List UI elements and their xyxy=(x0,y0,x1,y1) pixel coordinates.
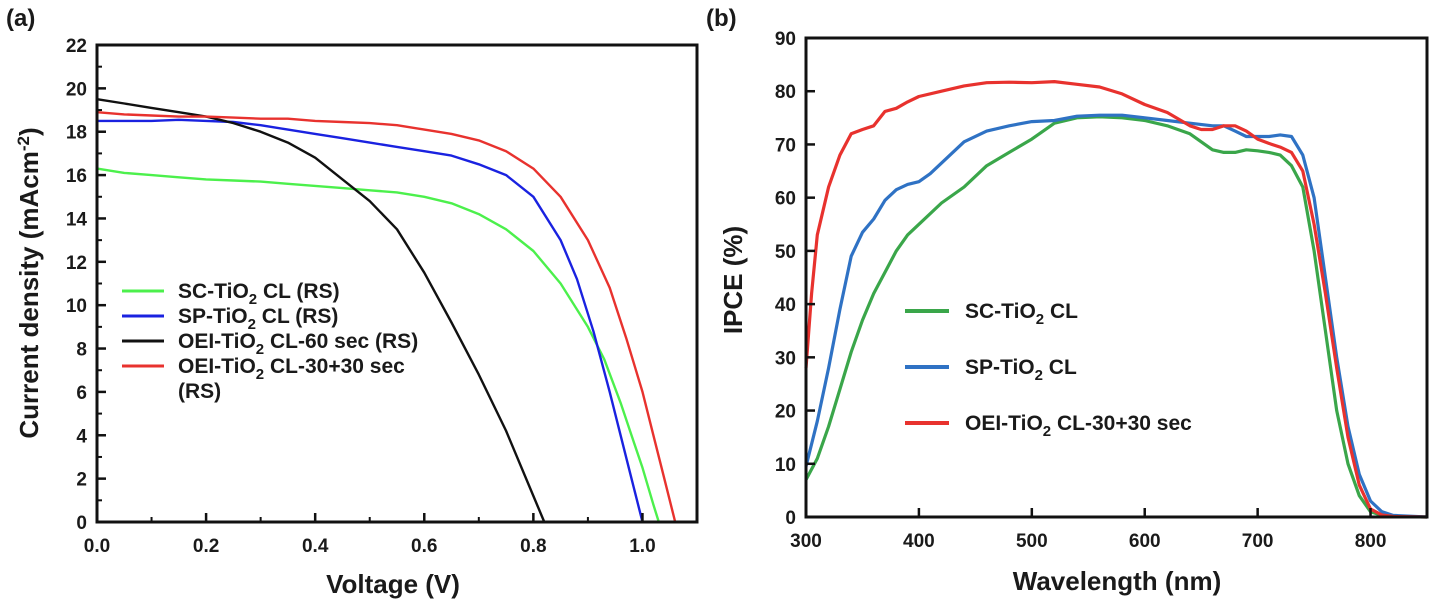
y-tick-label: 40 xyxy=(775,295,796,316)
legend-label-main: SP-TiO xyxy=(178,305,248,328)
legend-label: OEI-TiO2 CL-30+30 sec xyxy=(178,355,405,383)
panel-a-series-group xyxy=(96,98,677,523)
legend-label-subscript: 2 xyxy=(256,366,264,383)
legend-item-2: SP-TiO2 CL xyxy=(905,356,1077,384)
legend-item-3: OEI-TiO2 CL-30+30 sec xyxy=(905,412,1192,440)
legend-label-subscript: 2 xyxy=(1043,423,1051,440)
panel-a-x-axis-title: Voltage (V) xyxy=(326,569,460,599)
y-tick-label: 70 xyxy=(775,135,796,156)
y-tick-label: 14 xyxy=(66,209,88,230)
legend-label: SC-TiO2 CL (RS) xyxy=(178,280,340,308)
y-tick-label: 10 xyxy=(775,455,796,476)
x-tick-label: 0.2 xyxy=(193,536,219,557)
legend-label-rest: CL (RS) xyxy=(256,305,338,328)
legend-label-continued: (RS) xyxy=(178,380,221,403)
panel-a-label: (a) xyxy=(6,5,35,32)
legend-label-subscript: 2 xyxy=(1036,311,1044,328)
legend-label-rest: CL (RS) xyxy=(257,280,339,303)
y-tick-label: 8 xyxy=(76,340,87,361)
series-line-4 xyxy=(96,111,677,523)
y-tick-label: 22 xyxy=(66,36,87,57)
legend-label-rest: CL-30+30 sec xyxy=(264,355,405,378)
legend-item-4: OEI-TiO2 CL-30+30 sec(RS) xyxy=(122,355,405,403)
legend-label: SC-TiO2 CL xyxy=(965,300,1078,328)
legend-label-rest: CL xyxy=(1044,300,1078,323)
x-tick-label: 500 xyxy=(1016,531,1048,552)
panel-b-series-group xyxy=(804,79,1428,519)
x-tick-label: 300 xyxy=(790,531,822,552)
legend-label-subscript: 2 xyxy=(1035,367,1043,384)
y-title-main: Current density (mAcm xyxy=(14,151,44,439)
legend-item-1: SC-TiO2 CL (RS) xyxy=(122,280,340,308)
panel-b-x-axis-title: Wavelength (nm) xyxy=(1013,566,1221,596)
x-tick-label: 0.0 xyxy=(84,536,110,557)
panel-b-y-ticks: 0 10 20 30 40 50 60 70 80 90 xyxy=(775,29,815,529)
panel-b-y-axis-title: IPCE (%) xyxy=(718,226,748,334)
y-tick-label: 0 xyxy=(76,513,87,534)
panel-a-y-ticks: 0 2 4 6 8 10 12 14 16 18 20 22 xyxy=(66,36,106,534)
legend-item-3: OEI-TiO2 CL-60 sec (RS) xyxy=(122,330,418,358)
x-tick-label: 700 xyxy=(1242,531,1274,552)
x-tick-label: 0.8 xyxy=(520,536,546,557)
y-tick-label: 4 xyxy=(76,426,87,447)
y-tick-label: 60 xyxy=(775,189,796,210)
legend-item-2: SP-TiO2 CL (RS) xyxy=(122,305,338,333)
y-tick-label: 10 xyxy=(66,296,87,317)
y-tick-label: 12 xyxy=(66,253,87,274)
panel-a-legend: SC-TiO2 CL (RS)SP-TiO2 CL (RS)OEI-TiO2 C… xyxy=(122,280,418,403)
y-tick-label: 6 xyxy=(76,383,87,404)
legend-label-main: SP-TiO xyxy=(965,356,1035,379)
panel-a-jv-curves: (a) 0.0 0.2 0.4 0.6 0.8 1.0 02468101214161820… xyxy=(6,5,699,599)
y-title-superscript: -2 xyxy=(14,136,33,151)
legend-label-main: SC-TiO xyxy=(178,280,249,303)
legend-label: SP-TiO2 CL (RS) xyxy=(178,305,338,333)
series-line-1 xyxy=(804,115,1428,519)
x-tick-label: 400 xyxy=(903,531,935,552)
legend-label-rest: CL-30+30 sec xyxy=(1051,412,1192,435)
panel-b-x-ticks: 300 400 500 600 700 800 xyxy=(790,508,1386,552)
series-line-3 xyxy=(804,79,1428,519)
panel-b-ipce-spectra: (b) 300 400 500 600 700 800 0 10 20 30 40 50 60 70 80… xyxy=(706,5,1429,596)
x-tick-label: 800 xyxy=(1355,531,1387,552)
legend-label-main: SC-TiO xyxy=(965,300,1036,323)
legend-label: SP-TiO2 CL xyxy=(965,356,1077,384)
x-tick-label: 0.6 xyxy=(411,536,437,557)
legend-label: OEI-TiO2 CL-30+30 sec xyxy=(965,412,1192,440)
y-tick-label: 2 xyxy=(76,470,87,491)
legend-item-1: SC-TiO2 CL xyxy=(905,300,1078,328)
y-tick-label: 16 xyxy=(66,166,87,187)
panel-a-y-axis-title: Current density (mAcm-2) xyxy=(14,127,45,438)
y-tick-label: 50 xyxy=(775,242,796,263)
series-line-2 xyxy=(804,113,1428,519)
legend-label-main: OEI-TiO xyxy=(178,330,256,353)
y-tick-label: 0 xyxy=(785,508,796,529)
x-tick-label: 1.0 xyxy=(629,536,655,557)
legend-label-subscript: 2 xyxy=(256,341,264,358)
y-tick-label: 90 xyxy=(775,29,796,50)
y-tick-label: 18 xyxy=(66,123,87,144)
y-tick-label: 30 xyxy=(775,348,796,369)
y-tick-label: 80 xyxy=(775,82,796,103)
legend-label-rest: CL-60 sec (RS) xyxy=(264,330,418,353)
x-tick-label: 600 xyxy=(1129,531,1161,552)
legend-label-rest: CL xyxy=(1043,356,1077,379)
panel-a-x-ticks: 0.0 0.2 0.4 0.6 0.8 1.0 xyxy=(84,513,656,557)
y-title-tail: ) xyxy=(14,127,44,136)
panel-b-label: (b) xyxy=(706,5,737,32)
legend-label: OEI-TiO2 CL-60 sec (RS) xyxy=(178,330,418,358)
series-line-3 xyxy=(96,98,546,523)
series-line-2 xyxy=(97,118,644,523)
y-tick-label: 20 xyxy=(775,402,796,423)
legend-label-main: OEI-TiO xyxy=(965,412,1043,435)
x-tick-label: 0.4 xyxy=(302,536,329,557)
series-line-1 xyxy=(96,167,660,523)
legend-label-subscript: 2 xyxy=(248,316,256,333)
panel-b-plot-frame xyxy=(804,36,1429,519)
y-tick-label: 20 xyxy=(66,79,87,100)
legend-label-main: OEI-TiO xyxy=(178,355,256,378)
legend-label-subscript: 2 xyxy=(249,291,257,308)
